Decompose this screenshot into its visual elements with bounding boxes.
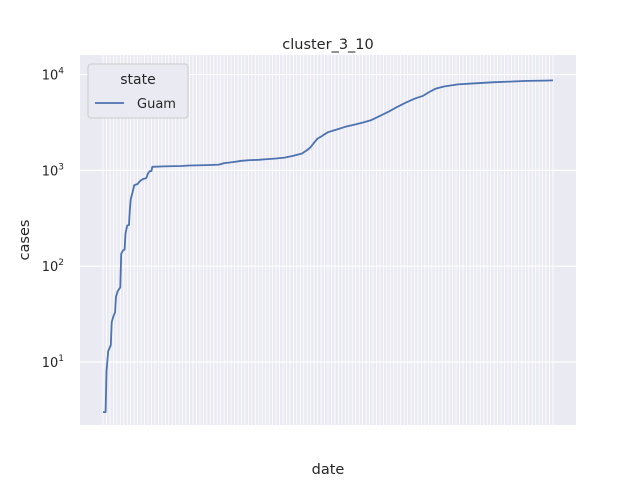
grid xyxy=(80,55,576,425)
y-tick-label: 104 xyxy=(42,67,65,84)
x-axis-label: date xyxy=(312,462,345,478)
y-tick-labels: 101 102 103 104 xyxy=(42,67,65,371)
chart-title: cluster_3_10 xyxy=(282,37,374,53)
y-tick-label: 102 xyxy=(42,258,64,275)
legend-title: state xyxy=(120,72,155,88)
legend-box xyxy=(87,63,189,119)
series-line-guam xyxy=(103,79,554,413)
y-axis-label: cases xyxy=(17,220,33,261)
series-layer xyxy=(103,79,554,413)
y-tick-label: 103 xyxy=(42,162,64,179)
y-tick-label: 101 xyxy=(42,354,64,371)
legend-label-guam: Guam xyxy=(137,97,176,112)
legend: state Guam xyxy=(87,63,189,119)
